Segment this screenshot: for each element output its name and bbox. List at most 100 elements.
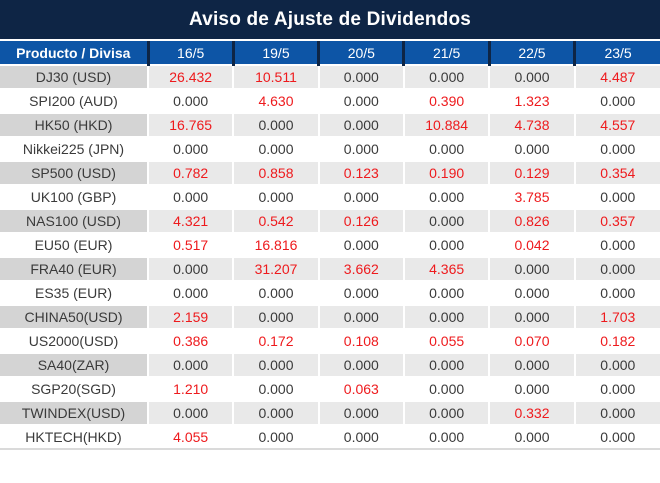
value-cell: 0.354: [573, 161, 660, 186]
product-cell: TWINDEX(USD): [0, 401, 148, 426]
product-cell: HK50 (HKD): [0, 113, 148, 138]
value-cell: 1.703: [573, 305, 660, 330]
value-cell: 0.190: [402, 161, 490, 186]
table-row: ES35 (EUR) 0.000 0.000 0.000 0.000 0.000…: [0, 281, 660, 306]
value-cell: 0.000: [232, 281, 319, 306]
value-cell: 0.000: [573, 401, 660, 426]
table-row: US2000(USD) 0.386 0.172 0.108 0.055 0.07…: [0, 329, 660, 354]
product-cell: UK100 (GBP): [0, 185, 148, 210]
value-cell: 0.000: [146, 281, 234, 306]
value-cell: 0.000: [573, 353, 660, 378]
value-cell: 0.000: [488, 281, 575, 306]
value-cell: 0.000: [317, 113, 404, 138]
value-cell: 2.159: [146, 305, 234, 330]
value-cell: 0.000: [402, 65, 490, 90]
table-row: TWINDEX(USD) 0.000 0.000 0.000 0.000 0.3…: [0, 401, 660, 426]
value-cell: 0.000: [232, 137, 319, 162]
value-cell: 0.000: [402, 233, 490, 258]
column-header-date-4: 21/5: [402, 41, 490, 66]
table-row: EU50 (EUR) 0.517 16.816 0.000 0.000 0.04…: [0, 233, 660, 258]
dividend-table: Producto / Divisa 16/5 19/5 20/5 21/5 22…: [0, 41, 660, 450]
table-row: FRA40 (EUR) 0.000 31.207 3.662 4.365 0.0…: [0, 257, 660, 282]
value-cell: 0.000: [146, 401, 234, 426]
value-cell: 0.000: [402, 137, 490, 162]
value-cell: 0.000: [317, 425, 404, 450]
value-cell: 1.323: [488, 89, 575, 114]
value-cell: 0.108: [317, 329, 404, 354]
table-title: Aviso de Ajuste de Dividendos: [0, 0, 660, 41]
value-cell: 4.365: [402, 257, 490, 282]
value-cell: 0.000: [488, 425, 575, 450]
value-cell: 0.000: [573, 425, 660, 450]
product-cell: FRA40 (EUR): [0, 257, 148, 282]
table-row: DJ30 (USD) 26.432 10.511 0.000 0.000 0.0…: [0, 65, 660, 90]
column-header-product: Producto / Divisa: [0, 41, 148, 66]
value-cell: 0.000: [573, 89, 660, 114]
value-cell: 0.000: [146, 89, 234, 114]
value-cell: 4.487: [573, 65, 660, 90]
product-cell: SP500 (USD): [0, 161, 148, 186]
value-cell: 0.000: [317, 353, 404, 378]
value-cell: 0.182: [573, 329, 660, 354]
value-cell: 0.000: [317, 137, 404, 162]
product-cell: Nikkei225 (JPN): [0, 137, 148, 162]
column-header-date-2: 19/5: [231, 41, 319, 66]
value-cell: 0.000: [402, 425, 490, 450]
value-cell: 0.042: [488, 233, 575, 258]
value-cell: 0.000: [146, 257, 234, 282]
table-row: SA40(ZAR) 0.000 0.000 0.000 0.000 0.000 …: [0, 353, 660, 378]
table-body: DJ30 (USD) 26.432 10.511 0.000 0.000 0.0…: [0, 65, 660, 450]
product-cell: NAS100 (USD): [0, 209, 148, 234]
table-row: SP500 (USD) 0.782 0.858 0.123 0.190 0.12…: [0, 161, 660, 186]
value-cell: 0.000: [232, 113, 319, 138]
value-cell: 0.000: [573, 137, 660, 162]
value-cell: 16.765: [146, 113, 234, 138]
product-cell: EU50 (EUR): [0, 233, 148, 258]
value-cell: 0.000: [317, 185, 404, 210]
value-cell: 0.000: [488, 65, 575, 90]
value-cell: 0.000: [146, 353, 234, 378]
value-cell: 26.432: [146, 65, 234, 90]
value-cell: 0.000: [232, 305, 319, 330]
value-cell: 3.662: [317, 257, 404, 282]
value-cell: 0.063: [317, 377, 404, 402]
value-cell: 0.000: [573, 185, 660, 210]
value-cell: 0.000: [573, 377, 660, 402]
value-cell: 0.000: [573, 281, 660, 306]
value-cell: 0.826: [488, 209, 575, 234]
value-cell: 10.511: [232, 65, 319, 90]
value-cell: 4.738: [488, 113, 575, 138]
value-cell: 0.129: [488, 161, 575, 186]
value-cell: 0.858: [232, 161, 319, 186]
value-cell: 0.000: [317, 281, 404, 306]
value-cell: 0.000: [402, 401, 490, 426]
product-cell: DJ30 (USD): [0, 65, 148, 90]
value-cell: 31.207: [232, 257, 319, 282]
product-cell: SGP20(SGD): [0, 377, 148, 402]
value-cell: 0.000: [232, 353, 319, 378]
value-cell: 0.000: [317, 401, 404, 426]
value-cell: 0.000: [146, 185, 234, 210]
value-cell: 0.542: [232, 209, 319, 234]
value-cell: 10.884: [402, 113, 490, 138]
value-cell: 16.816: [232, 233, 319, 258]
value-cell: 0.000: [146, 137, 234, 162]
value-cell: 0.000: [232, 185, 319, 210]
value-cell: 0.000: [573, 257, 660, 282]
value-cell: 4.630: [232, 89, 319, 114]
value-cell: 0.070: [488, 329, 575, 354]
table-row: NAS100 (USD) 4.321 0.542 0.126 0.000 0.8…: [0, 209, 660, 234]
product-cell: US2000(USD): [0, 329, 148, 354]
value-cell: 0.000: [317, 65, 404, 90]
table-row: Nikkei225 (JPN) 0.000 0.000 0.000 0.000 …: [0, 137, 660, 162]
column-header-date-5: 22/5: [487, 41, 575, 66]
value-cell: 4.557: [573, 113, 660, 138]
value-cell: 0.123: [317, 161, 404, 186]
value-cell: 0.000: [488, 137, 575, 162]
value-cell: 0.390: [402, 89, 490, 114]
table-row: HKTECH(HKD) 4.055 0.000 0.000 0.000 0.00…: [0, 425, 660, 450]
value-cell: 4.055: [146, 425, 234, 450]
value-cell: 0.357: [573, 209, 660, 234]
value-cell: 0.000: [402, 353, 490, 378]
